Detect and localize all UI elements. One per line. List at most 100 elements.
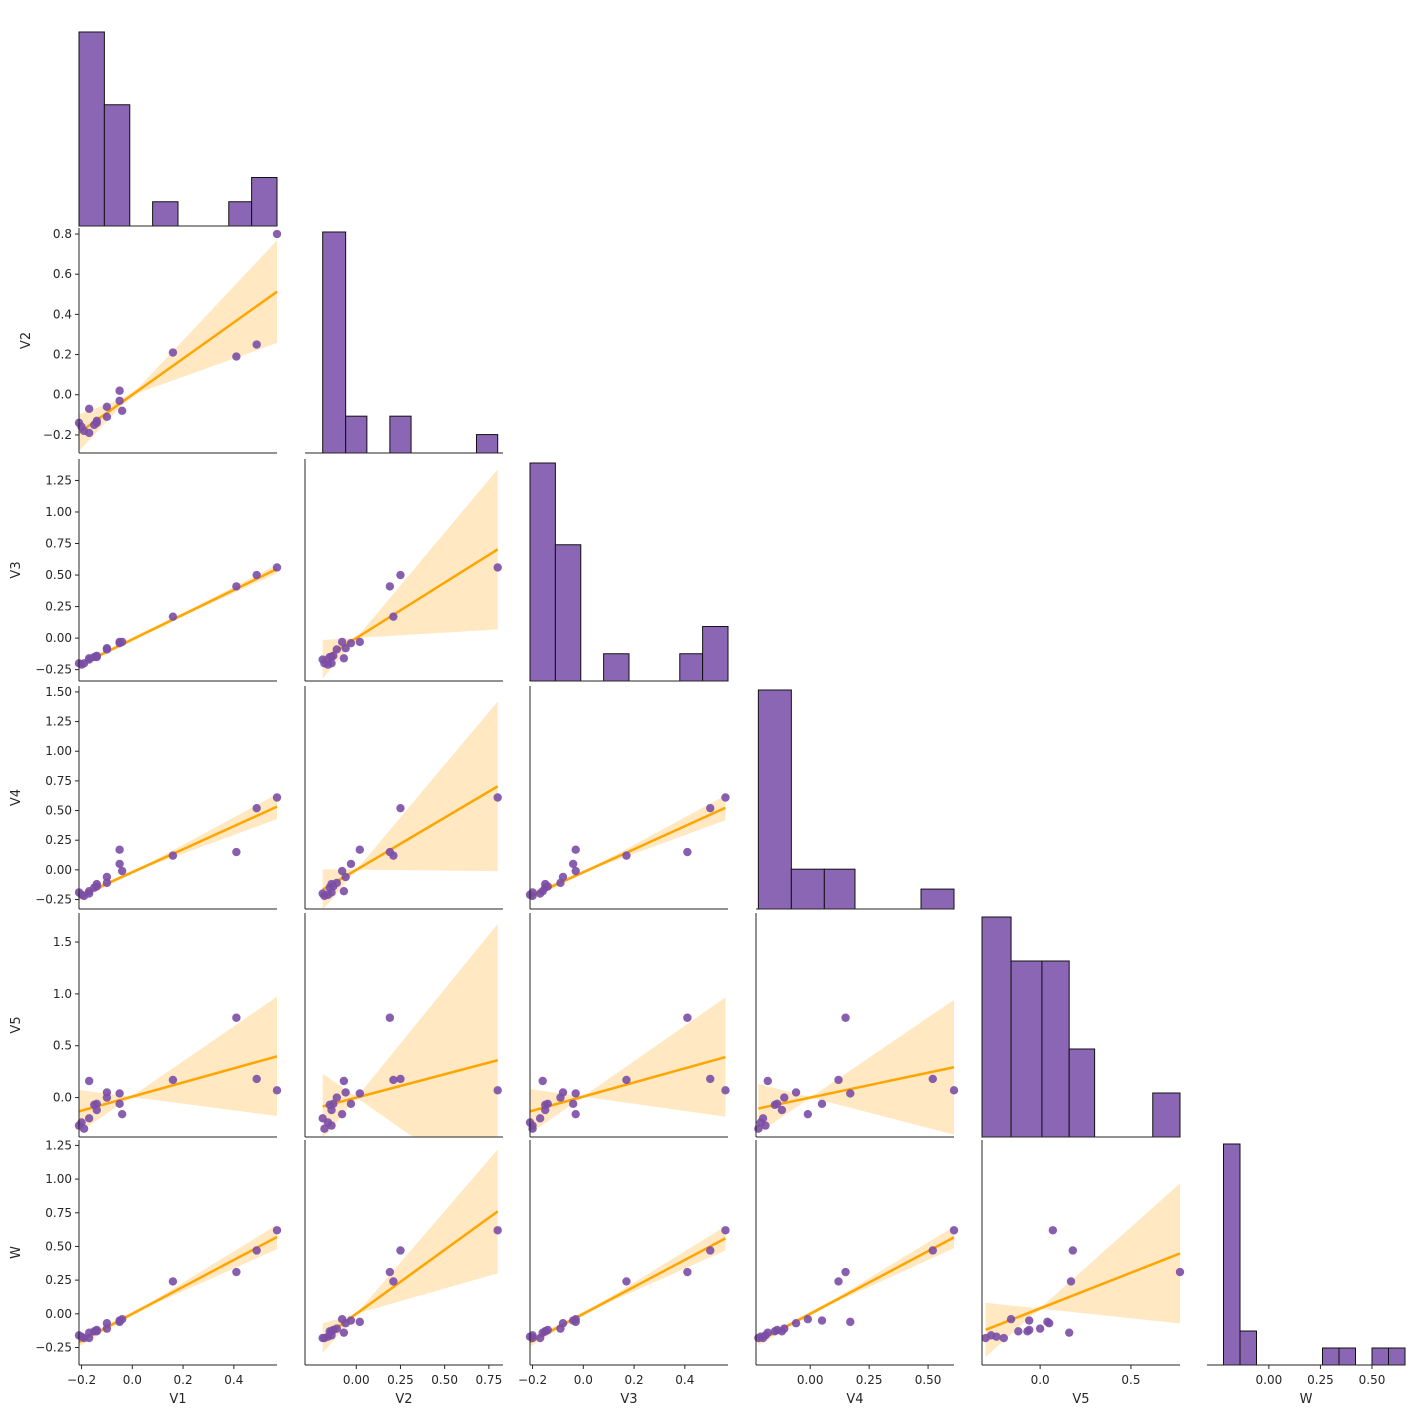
data-point [346,1316,356,1325]
data-point [841,1267,850,1277]
data-point [817,1099,827,1109]
data-point [1175,1267,1185,1277]
data-point [115,845,124,854]
data-point [1043,1317,1052,1327]
histogram-bar [1239,1330,1257,1366]
regression-line [757,1236,955,1343]
confidence-band [322,701,498,909]
data-point [385,1267,395,1277]
histogram-bar [603,653,630,682]
y-tick-label: 1.25 [45,1138,72,1152]
data-point [396,1246,405,1255]
data-point [115,859,124,869]
data-point [803,1314,813,1324]
data-point [568,1099,578,1109]
x-tick-label: 0.2 [174,1373,193,1387]
data-point [102,645,112,654]
y-tick-label: 0.4 [53,307,72,321]
data-point [272,1226,282,1235]
histogram-bar [702,626,729,682]
histogram-bar [981,916,1012,1138]
histogram-bar [1223,1143,1241,1366]
panel-W-vs-V2: 0.00 0.25 0.50 0.75 V2 [304,1140,503,1407]
data-point [571,866,580,876]
panel-V5-vs-V3 [525,913,730,1138]
data-point [117,866,127,876]
data-point [168,851,178,860]
data-point [115,396,124,405]
data-point [337,637,347,647]
data-point [117,637,127,647]
y-tick-label: −0.25 [35,1340,72,1354]
histogram-bar [78,31,105,227]
data-point [252,1074,261,1084]
data-point [1066,1277,1076,1286]
data-point [318,1333,327,1343]
panel-V4-vs-V3 [525,686,730,910]
regression-line [78,1055,278,1113]
data-point [115,1089,124,1098]
data-point [493,563,502,572]
y-tick-label: −0.25 [35,893,72,907]
y-tick-label: 0.50 [45,804,72,818]
data-point [232,1267,241,1277]
data-point [1025,1325,1034,1335]
data-point [396,1074,405,1084]
data-point [758,1333,768,1343]
x-axis-label: V3 [620,1392,637,1407]
data-point [949,1086,959,1095]
y-tick-label: 0.00 [45,1307,72,1321]
x-tick-label: 0.5 [1121,1373,1140,1387]
data-point [928,1074,937,1084]
data-point [706,1074,715,1084]
panel-V4-vs-V1: −0.25 0.00 0.25 0.50 0.75 1.00 1.25 1.50 V4 [9,685,282,910]
x-tick-label: 0.4 [675,1373,694,1387]
data-point [1014,1327,1023,1336]
data-point [92,1099,101,1109]
x-tick-label: 0.0 [1031,1373,1050,1387]
y-tick-label: 1.50 [45,685,72,699]
y-axis-label: V3 [9,561,24,578]
data-point [571,1314,580,1324]
x-tick-label: 0.00 [1256,1373,1283,1387]
panel-V2-vs-V2 [305,231,503,454]
data-point [556,878,565,888]
x-tick-label: −0.2 [67,1373,96,1387]
data-point [571,1089,580,1098]
data-point [346,1099,356,1109]
histogram-bar [1152,1092,1181,1138]
confidence-band [322,923,498,1137]
data-point [84,1114,94,1123]
data-point [1064,1328,1074,1337]
data-point [168,612,178,621]
data-point [556,1093,565,1102]
data-point [1068,1246,1078,1255]
histogram-bar [1322,1347,1340,1366]
data-point [834,1277,843,1286]
data-point [493,1226,502,1235]
y-tick-label: 1.0 [53,987,72,1001]
data-point [332,1324,342,1333]
histogram-bar [1371,1347,1389,1366]
data-point [102,1324,112,1333]
histogram-bar [679,653,704,682]
data-point [928,1246,937,1255]
y-tick-label: 1.25 [45,473,72,487]
data-point [758,1114,768,1123]
panel-V2-vs-V1: −0.2 0.0 0.2 0.4 0.6 0.8 V2 [19,227,282,454]
x-axis-label: W [1300,1392,1313,1407]
data-point [999,1333,1008,1343]
x-tick-label: 0.0 [574,1373,593,1387]
data-point [780,1093,789,1102]
y-tick-label: 0.50 [45,1239,72,1253]
data-point [568,859,578,869]
x-axis-label: V2 [395,1392,412,1407]
data-point [84,1076,94,1086]
y-tick-label: 0.2 [53,348,72,362]
y-tick-label: 1.5 [53,935,72,949]
histogram-bar [1388,1347,1406,1366]
data-point [272,229,282,239]
data-point [385,582,395,591]
panel-V5-vs-V5 [981,916,1181,1138]
